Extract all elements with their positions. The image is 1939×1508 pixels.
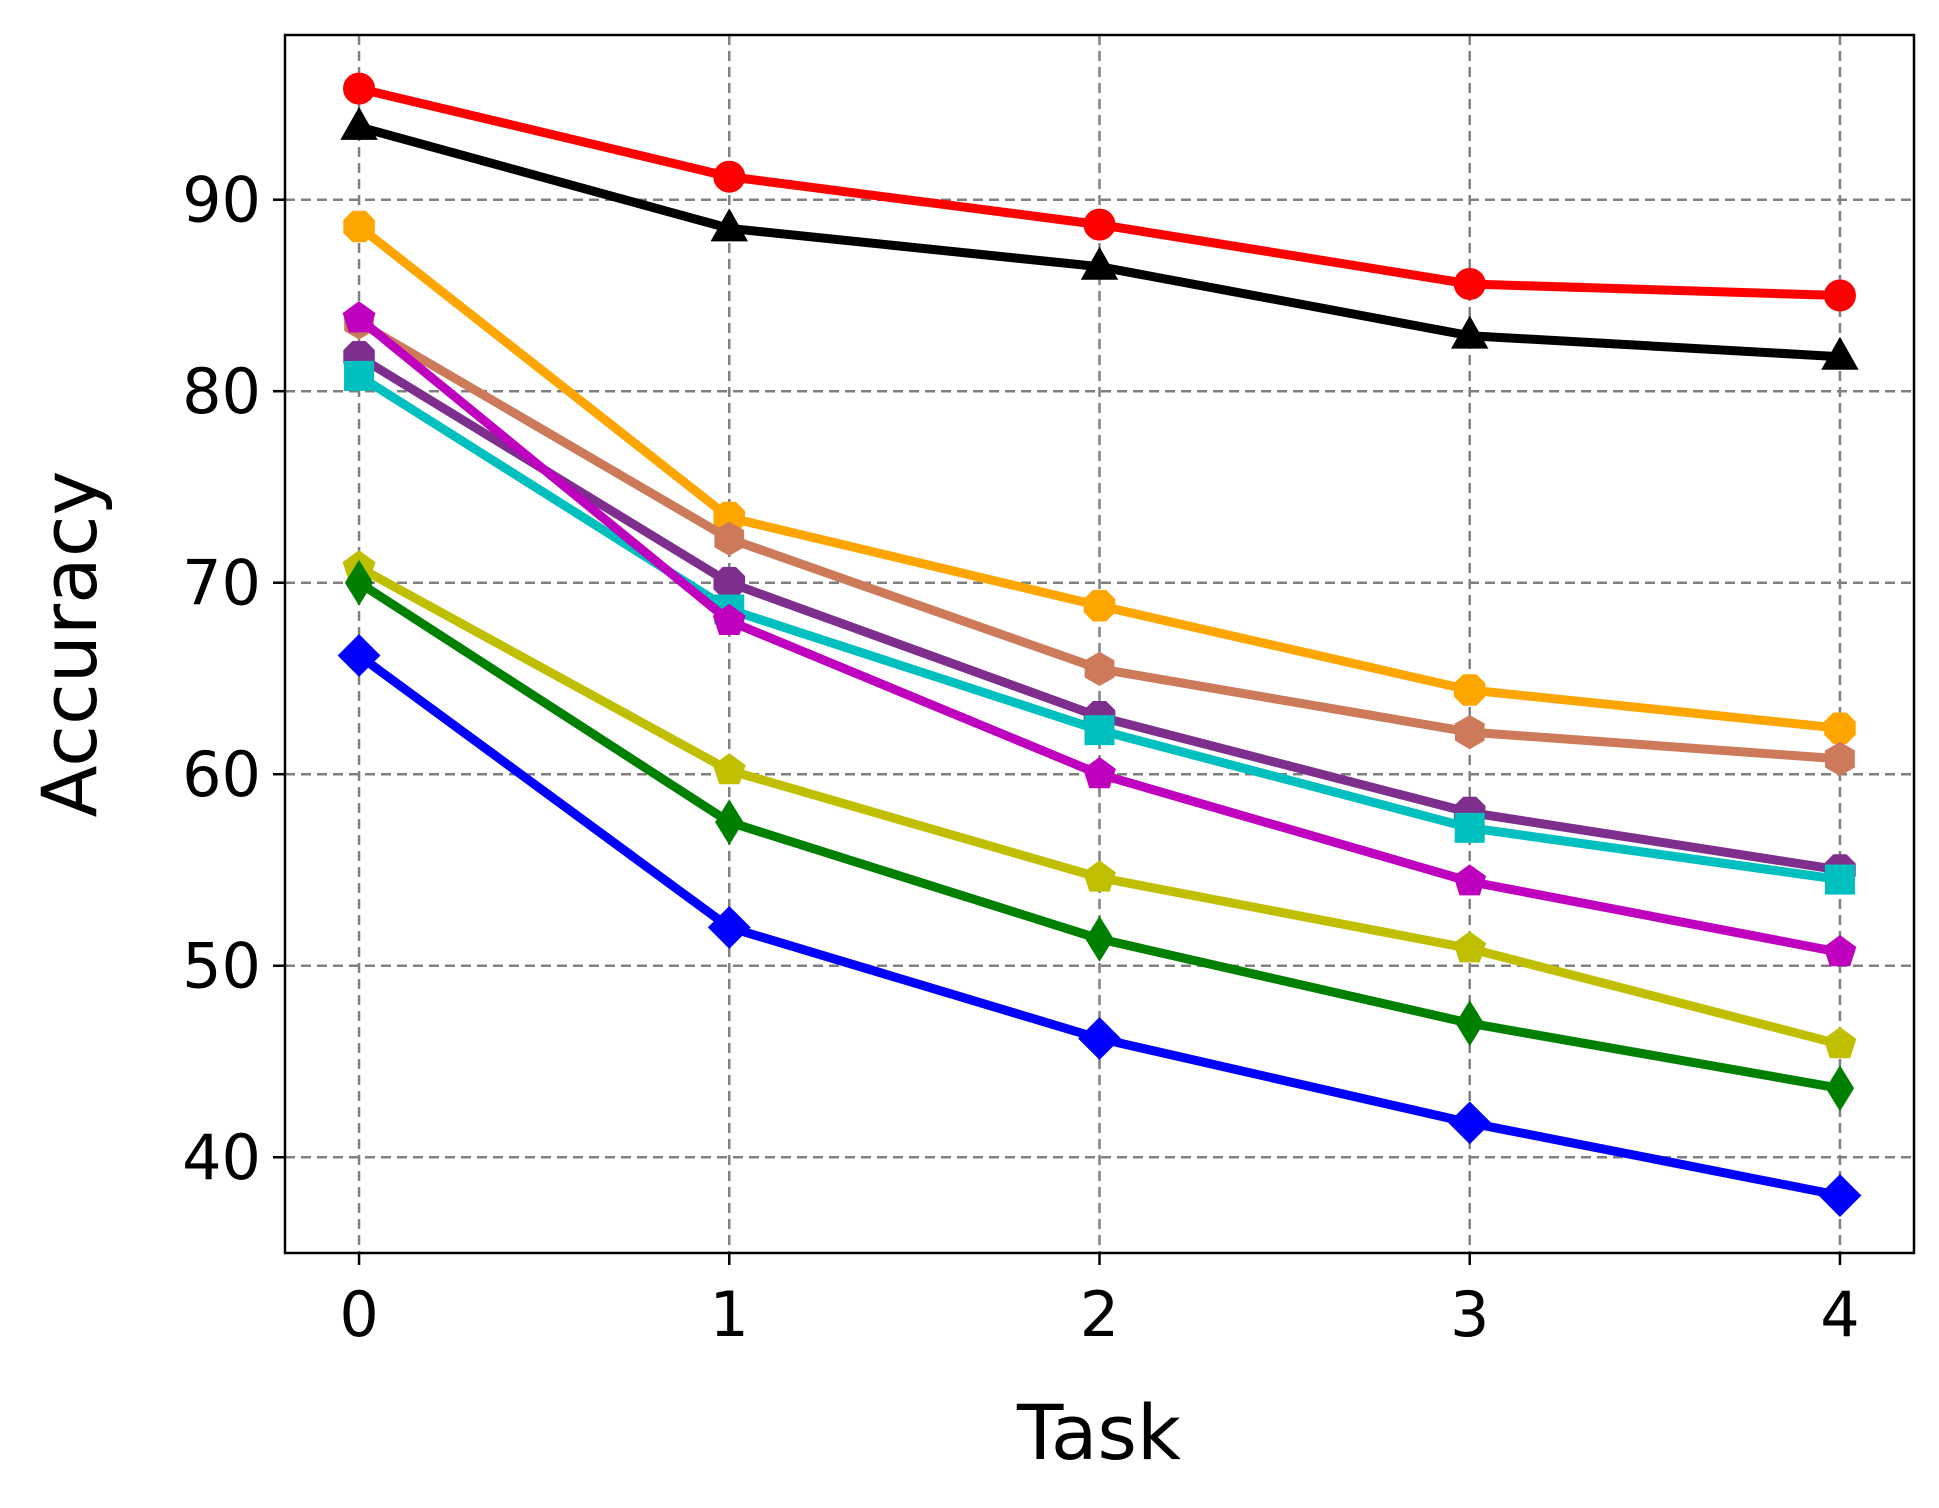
data-point [1083,208,1116,241]
x-tick-label: 3 [1450,1278,1489,1351]
data-point [1453,674,1486,706]
data-point [1825,741,1855,777]
data-point [710,208,748,242]
series-0 [343,72,1856,312]
x-axis-label: Task [1016,1388,1181,1477]
data-point [714,521,745,556]
data-point [1083,860,1116,892]
series-line [354,122,1845,362]
data-point [1824,712,1856,744]
data-point [713,160,746,193]
x-tick-label: 4 [1820,1278,1859,1351]
x-tick-label: 2 [1080,1278,1119,1351]
data-point [713,566,746,599]
data-point [1823,1027,1857,1059]
ticks: 0 1 2 3 4 40 50 60 70 80 90 [182,164,1860,1351]
data-point [1078,1017,1121,1060]
data-point [1080,246,1119,280]
data-point [1823,935,1857,967]
series-8 [344,559,1855,1112]
series-6 [342,301,1857,967]
data-point [1818,1174,1862,1217]
series-5 [344,360,1855,895]
data-point [1453,864,1487,896]
y-tick-label: 90 [182,164,261,237]
x-tick-label: 1 [710,1278,749,1351]
data-point [1825,1065,1855,1112]
data-point [1453,267,1486,300]
y-tick-label: 40 [182,1121,261,1194]
data-point [1083,589,1116,622]
x-tick-label: 0 [339,1278,378,1351]
data-point [343,72,376,105]
data-point [1824,864,1855,895]
series-9 [337,634,1862,1217]
y-tick-label: 60 [182,738,261,811]
data-point [343,210,375,243]
data-point [712,753,746,785]
series-7 [342,550,1857,1059]
data-point [707,906,751,949]
data-point [344,559,374,606]
series-2 [343,210,1856,744]
data-point [1823,279,1856,312]
data-point [1085,916,1114,962]
series-1 [340,106,1859,370]
data-point [344,360,375,391]
data-point [1454,714,1485,750]
y-tick-label: 80 [182,355,261,428]
data-point [1083,756,1116,789]
data-point [1455,1000,1484,1047]
data-point [1453,931,1487,963]
y-axis-label: Accuracy [25,471,114,818]
y-tick-label: 70 [182,547,261,620]
data-point [1451,315,1489,349]
data-point [1448,1101,1492,1145]
data-point [1084,651,1115,687]
data-point [342,301,376,333]
y-tick-label: 50 [182,930,261,1003]
data-point [1084,715,1115,746]
series-group [337,72,1862,1217]
data-point [340,106,378,140]
data-point [1821,336,1859,370]
data-point [715,799,744,846]
data-point [337,634,381,677]
data-point [712,603,746,635]
data-point [1454,812,1485,843]
